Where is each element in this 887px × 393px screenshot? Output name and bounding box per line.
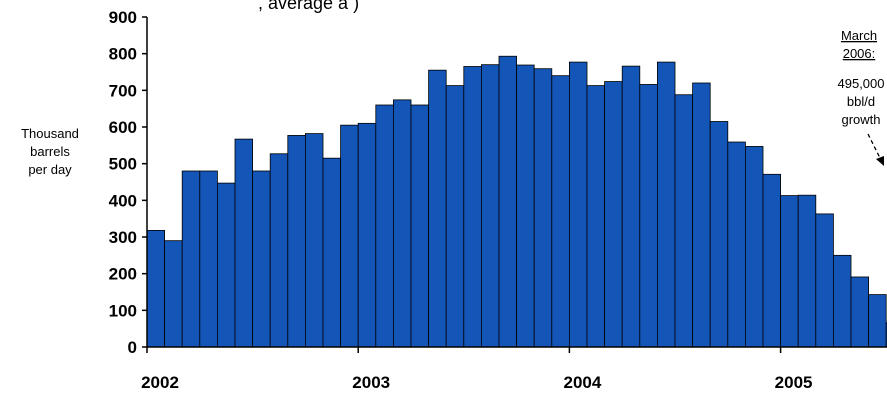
y-tick-label: 100 bbox=[109, 301, 137, 320]
y-tick-label: 800 bbox=[109, 45, 137, 64]
bar bbox=[586, 85, 606, 348]
bar bbox=[269, 153, 289, 348]
bar bbox=[551, 75, 570, 348]
x-axis-ticks: 20022003200420052006 bbox=[141, 347, 813, 392]
bar bbox=[657, 61, 676, 348]
x-tick-label: 2004 bbox=[563, 373, 601, 392]
bar bbox=[516, 64, 535, 348]
annotation-line-3: growth bbox=[841, 112, 880, 127]
bar bbox=[692, 82, 711, 348]
bar bbox=[727, 141, 746, 348]
bar bbox=[762, 173, 782, 348]
bar bbox=[410, 104, 430, 348]
bar bbox=[569, 61, 588, 348]
annotation-line-1: 495,000 bbox=[838, 76, 885, 91]
bar bbox=[797, 194, 817, 348]
bar bbox=[850, 276, 870, 348]
annotation-heading-2: 2006: bbox=[843, 46, 876, 61]
bar bbox=[533, 68, 553, 348]
y-tick-label: 200 bbox=[109, 265, 137, 284]
bar bbox=[304, 133, 324, 348]
bar bbox=[287, 135, 306, 348]
bar bbox=[181, 170, 201, 348]
bar bbox=[639, 84, 658, 348]
bar bbox=[252, 170, 271, 348]
y-axis-label-line-1: Thousand bbox=[21, 126, 79, 141]
x-tick-label: 2005 bbox=[775, 373, 813, 392]
y-tick-label: 0 bbox=[128, 338, 137, 357]
annotation-line-2: bbl/d bbox=[847, 94, 875, 109]
y-tick-label: 300 bbox=[109, 228, 137, 247]
bar bbox=[868, 294, 887, 348]
bar bbox=[709, 121, 729, 348]
bar bbox=[815, 213, 834, 348]
bar bbox=[498, 55, 518, 348]
bar bbox=[428, 69, 447, 348]
x-tick-label: 2003 bbox=[352, 373, 390, 392]
bar bbox=[463, 66, 482, 348]
march-2006-annotation: March 2006: 495,000 bbl/d growth bbox=[838, 28, 885, 166]
y-tick-label: 900 bbox=[109, 8, 137, 27]
bar bbox=[322, 157, 342, 348]
bar bbox=[164, 240, 183, 348]
bar bbox=[234, 138, 254, 348]
annotation-heading-1: March bbox=[841, 28, 877, 43]
bar bbox=[357, 122, 377, 348]
y-tick-label: 500 bbox=[109, 155, 137, 174]
bar bbox=[480, 64, 500, 348]
y-axis-label: Thousand barrels per day bbox=[21, 126, 79, 177]
bar bbox=[780, 195, 799, 348]
bar bbox=[216, 182, 236, 348]
y-tick-label: 600 bbox=[109, 118, 137, 137]
bar bbox=[445, 85, 465, 348]
annotation-arrow-line bbox=[867, 133, 882, 161]
bar bbox=[340, 124, 359, 348]
bar bbox=[604, 81, 623, 348]
bar bbox=[745, 146, 764, 348]
chart-title: , average a ) bbox=[258, 0, 359, 13]
bar bbox=[833, 254, 852, 348]
y-tick-label: 700 bbox=[109, 81, 137, 100]
bar bbox=[392, 99, 412, 348]
annotation-arrow-head bbox=[876, 156, 884, 166]
y-axis-label-line-2: barrels bbox=[30, 144, 70, 159]
bar bbox=[621, 65, 641, 348]
bars bbox=[146, 55, 887, 348]
bar bbox=[375, 104, 394, 348]
y-axis-ticks: 0 100 200 300 400 500 600 700 800 900 bbox=[109, 8, 147, 357]
bar bbox=[674, 94, 694, 348]
y-tick-label: 400 bbox=[109, 191, 137, 210]
y-axis-label-line-3: per day bbox=[28, 162, 72, 177]
bar bbox=[146, 229, 166, 348]
bar bbox=[199, 170, 218, 348]
x-tick-label: 2002 bbox=[141, 373, 179, 392]
